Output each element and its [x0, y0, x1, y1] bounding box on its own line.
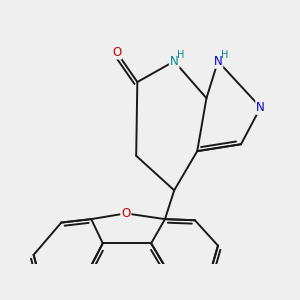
Text: H: H: [221, 50, 229, 60]
Text: N: N: [256, 101, 265, 114]
Text: H: H: [177, 50, 185, 60]
Text: O: O: [121, 207, 130, 220]
Text: O: O: [112, 46, 121, 59]
Text: N: N: [214, 55, 222, 68]
Text: N: N: [170, 55, 178, 68]
